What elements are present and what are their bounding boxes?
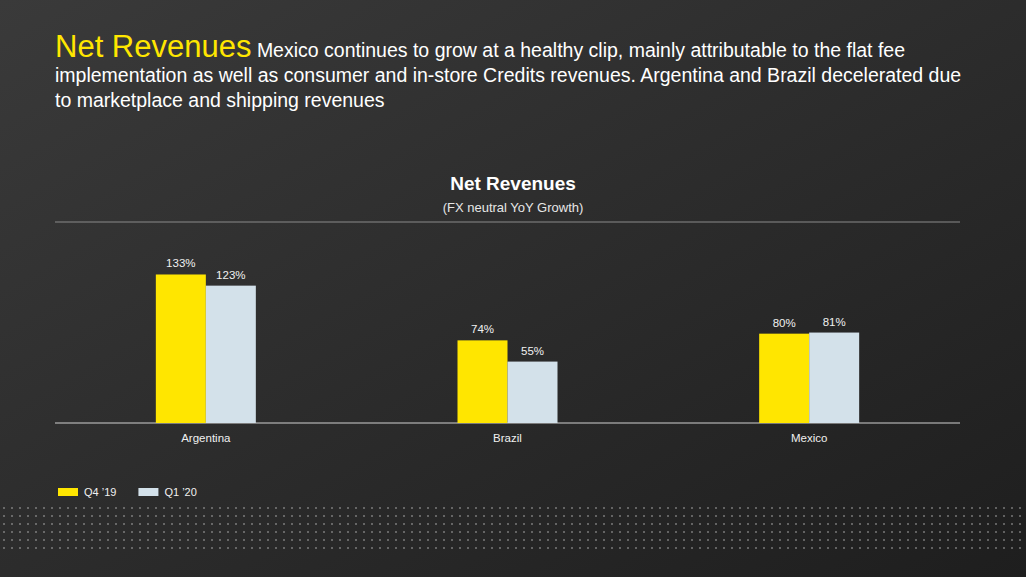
legend-label: Q1 ’20 bbox=[164, 486, 196, 498]
legend-swatch bbox=[58, 488, 78, 496]
chart-subtitle: (FX neutral YoY Growth) bbox=[443, 200, 584, 215]
category-label: Argentina bbox=[181, 432, 231, 444]
chart-title: Net Revenues bbox=[450, 173, 576, 194]
data-label: 81% bbox=[823, 316, 846, 328]
headline: Net Revenues Mexico continues to grow at… bbox=[55, 34, 965, 113]
headline-title: Net Revenues bbox=[55, 29, 251, 64]
bar bbox=[508, 362, 558, 423]
data-label: 80% bbox=[773, 317, 796, 329]
bar bbox=[458, 340, 508, 423]
bar bbox=[156, 274, 206, 423]
bars bbox=[156, 274, 859, 423]
bar bbox=[759, 334, 809, 423]
bar bbox=[206, 286, 256, 423]
legend-label: Q4 ’19 bbox=[84, 486, 116, 498]
data-label: 133% bbox=[166, 257, 195, 269]
category-label: Brazil bbox=[493, 432, 522, 444]
category-label: Mexico bbox=[791, 432, 827, 444]
data-label: 123% bbox=[216, 269, 245, 281]
bar bbox=[809, 333, 859, 423]
data-label: 55% bbox=[521, 345, 544, 357]
legend-swatch bbox=[138, 488, 158, 496]
plot-top-line bbox=[55, 222, 960, 223]
data-label: 74% bbox=[471, 323, 494, 335]
chart: Net Revenues (FX neutral YoY Growth) Argen… bbox=[0, 0, 1026, 577]
